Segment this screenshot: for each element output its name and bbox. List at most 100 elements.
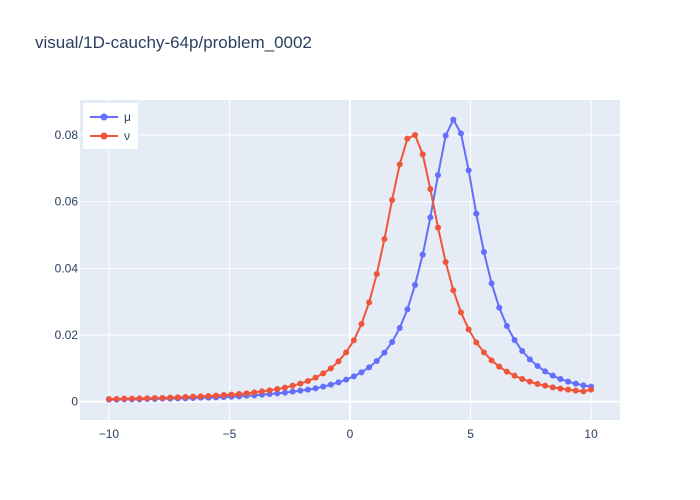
legend[interactable]: μν — [83, 103, 138, 149]
data-point — [542, 382, 549, 389]
data-point — [389, 197, 396, 203]
data-point — [572, 380, 579, 387]
data-point — [220, 392, 227, 398]
x-tick-label: −10 — [99, 427, 120, 441]
gridlines — [80, 100, 620, 420]
data-point — [182, 394, 189, 400]
data-point — [266, 387, 273, 394]
data-point — [243, 390, 250, 397]
data-point — [526, 356, 533, 363]
data-point — [274, 390, 281, 397]
data-point — [289, 388, 296, 395]
legend-marker — [100, 132, 108, 140]
data-point — [381, 236, 388, 242]
data-point — [465, 326, 472, 333]
data-point — [151, 395, 158, 401]
series-line — [108, 133, 592, 400]
data-point — [457, 309, 464, 316]
data-point — [565, 378, 572, 385]
data-point — [450, 287, 457, 294]
data-point — [580, 388, 587, 395]
data-point — [473, 339, 480, 346]
y-tick-label: 0.04 — [55, 261, 79, 275]
data-point — [366, 299, 373, 306]
data-point — [404, 135, 411, 142]
legend-item[interactable]: ν — [90, 129, 130, 143]
data-point — [167, 394, 174, 401]
data-point — [412, 132, 419, 138]
data-point — [542, 368, 549, 375]
data-point — [327, 365, 334, 372]
data-point — [457, 130, 464, 137]
data-point — [557, 385, 564, 392]
data-point — [465, 167, 472, 174]
data-point — [373, 271, 380, 277]
data-point — [274, 386, 281, 392]
data-point — [128, 395, 135, 402]
data-point — [427, 214, 434, 221]
legend-label: μ — [124, 110, 131, 124]
data-point — [304, 386, 311, 393]
data-point — [136, 395, 143, 402]
data-point — [511, 372, 518, 379]
data-point — [350, 337, 357, 344]
data-point — [549, 372, 556, 379]
x-tick-label: 5 — [467, 427, 474, 441]
data-point — [503, 323, 510, 329]
data-point — [327, 381, 334, 388]
data-point — [381, 349, 388, 356]
data-point — [343, 349, 350, 356]
data-point — [404, 306, 411, 313]
legend-label: ν — [124, 129, 130, 143]
data-point — [373, 358, 380, 364]
data-point — [496, 363, 503, 370]
data-point — [442, 132, 449, 139]
data-point — [113, 396, 120, 402]
series-line — [108, 117, 592, 401]
data-point — [588, 386, 595, 393]
data-point — [511, 337, 518, 343]
data-point — [312, 374, 319, 381]
data-point — [320, 383, 327, 390]
series-2 — [105, 132, 595, 402]
data-point — [304, 378, 311, 384]
data-point — [159, 395, 166, 401]
legend-box — [83, 103, 138, 149]
data-point — [396, 161, 403, 168]
data-point — [412, 282, 419, 288]
data-point — [442, 259, 449, 265]
data-point — [358, 321, 365, 327]
data-point — [572, 387, 579, 394]
data-point — [297, 387, 304, 394]
data-point — [297, 380, 304, 387]
data-point — [358, 369, 365, 376]
data-point — [281, 384, 288, 391]
data-point — [427, 186, 434, 192]
data-point — [480, 349, 487, 356]
y-tick-label: 0.08 — [55, 128, 79, 142]
data-point — [335, 379, 342, 386]
y-tick-label: 0.06 — [55, 195, 79, 209]
y-tick-label: 0.02 — [55, 328, 79, 342]
data-point — [419, 151, 426, 158]
data-point — [213, 392, 220, 399]
legend-marker — [100, 113, 108, 121]
data-point — [105, 396, 112, 402]
legend-item[interactable]: μ — [90, 110, 131, 124]
data-point — [480, 249, 487, 255]
data-point — [534, 363, 541, 369]
data-point — [236, 391, 243, 397]
data-point — [205, 393, 212, 399]
data-point — [473, 210, 480, 217]
data-point — [549, 384, 556, 391]
data-point — [526, 378, 533, 385]
x-tick-label: 0 — [347, 427, 354, 441]
y-tick-label: 0 — [71, 395, 78, 409]
data-point — [350, 373, 357, 380]
data-point — [197, 393, 204, 400]
data-point — [534, 381, 541, 387]
data-point — [503, 368, 510, 375]
x-tick-label: −5 — [223, 427, 237, 441]
data-point — [312, 385, 319, 392]
